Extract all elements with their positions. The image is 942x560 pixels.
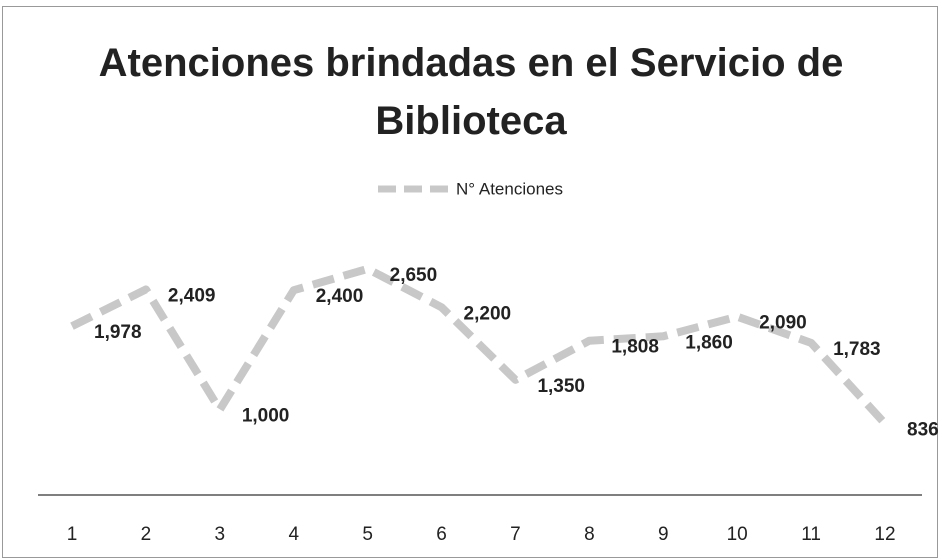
data-label: 2,650 bbox=[390, 265, 438, 286]
x-tick-label: 12 bbox=[874, 524, 895, 545]
x-tick-label: 2 bbox=[141, 524, 152, 545]
x-tick-label: 9 bbox=[658, 524, 669, 545]
data-label: 1,000 bbox=[242, 406, 290, 427]
data-label: 2,409 bbox=[168, 285, 216, 306]
x-tick-label: 4 bbox=[288, 524, 299, 545]
x-tick-label: 5 bbox=[362, 524, 373, 545]
data-label: 2,400 bbox=[316, 286, 364, 307]
data-line bbox=[70, 264, 888, 427]
chart-frame bbox=[2, 6, 938, 558]
x-tick-label: 1 bbox=[67, 524, 78, 545]
legend-label: N° Atenciones bbox=[456, 179, 563, 198]
x-tick-label: 11 bbox=[801, 524, 821, 545]
x-tick-label: 10 bbox=[727, 524, 748, 545]
data-label: 1,808 bbox=[611, 337, 659, 358]
data-label: 1,978 bbox=[94, 322, 142, 343]
data-label: 1,860 bbox=[685, 332, 733, 353]
data-label: 2,090 bbox=[759, 313, 807, 334]
x-tick-label: 3 bbox=[215, 524, 226, 545]
data-label: 2,200 bbox=[464, 303, 512, 324]
data-label: 1,350 bbox=[537, 376, 585, 397]
data-label: 1,783 bbox=[833, 339, 881, 360]
data-label: 836 bbox=[907, 420, 939, 441]
x-tick-label: 6 bbox=[436, 524, 447, 545]
x-tick-label: 8 bbox=[584, 524, 595, 545]
chart-title: Atenciones brindadas en el Servicio de B… bbox=[98, 41, 844, 143]
x-tick-label: 7 bbox=[510, 524, 521, 545]
